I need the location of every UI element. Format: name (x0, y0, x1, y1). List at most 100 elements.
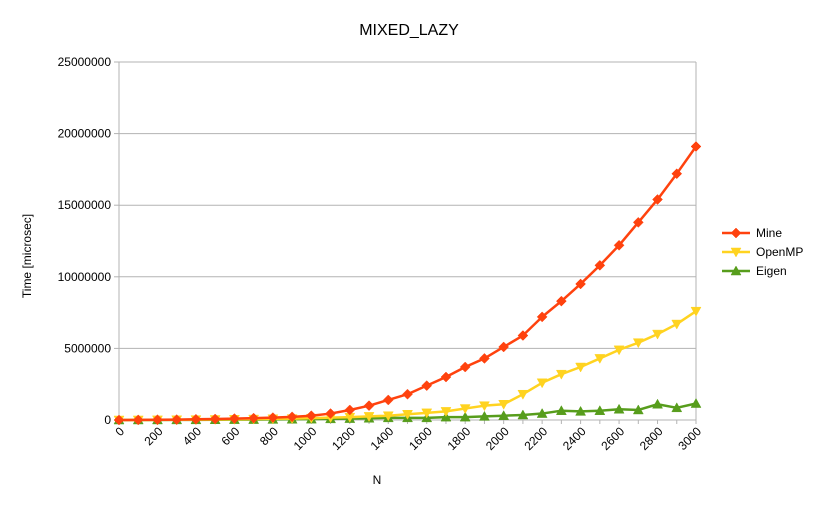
series-group (113, 141, 702, 426)
data-point-eigen (479, 410, 490, 421)
data-point-eigen (517, 409, 529, 420)
y-tick-label: 0 (104, 413, 111, 427)
y-tick-label: 15000000 (58, 198, 112, 212)
data-point-mine (325, 408, 336, 419)
data-point-openmp (652, 329, 663, 340)
data-point-mine (556, 295, 567, 307)
y-tick-label: 5000000 (64, 341, 111, 355)
data-point-openmp (632, 338, 644, 349)
data-point-eigen (575, 405, 587, 416)
y-axis-label: Time [microsec] (20, 214, 34, 298)
data-point-openmp (402, 410, 413, 420)
data-point-eigen (459, 411, 471, 422)
legend: Mine OpenMP Eigen (722, 226, 803, 278)
data-point-openmp (479, 401, 490, 412)
data-point-mine (363, 400, 375, 412)
data-point-openmp (440, 407, 452, 417)
x-tick-label: 2600 (598, 424, 627, 453)
x-tick-label: 800 (257, 424, 281, 448)
data-point-mine (575, 278, 586, 290)
data-point-eigen (671, 402, 683, 413)
x-tick-label: 1200 (329, 424, 358, 453)
data-point-mine (690, 141, 702, 152)
data-point-mine (229, 413, 240, 424)
y-tick-label: 20000000 (58, 127, 112, 141)
x-tick-label: 2200 (521, 424, 550, 453)
x-axis-ticks: 0 200 400 600 800 1000 1200 1400 1600 1800 2000 220… (112, 420, 704, 453)
data-point-openmp (498, 399, 510, 410)
data-point-mine (344, 404, 356, 416)
x-tick-label: 1800 (445, 424, 474, 453)
data-point-eigen (594, 405, 606, 415)
y-tick-label: 10000000 (58, 270, 112, 284)
data-point-mine (152, 414, 163, 426)
y-axis-ticks: 0 5000000 10000000 15000000 20000000 25000000 (58, 55, 119, 427)
x-tick-label: 400 (180, 424, 204, 448)
x-axis-label: N (373, 473, 382, 487)
data-point-openmp (690, 306, 702, 317)
y-tick-label: 25000000 (58, 55, 112, 69)
x-tick-label: 1600 (406, 424, 435, 453)
data-point-mine (267, 412, 279, 423)
x-tick-label: 2000 (483, 424, 512, 453)
chart-title: MIXED_LAZY (359, 22, 459, 39)
data-point-mine (594, 259, 606, 271)
data-point-mine (171, 414, 183, 425)
data-point-eigen (690, 398, 702, 408)
data-point-mine (498, 341, 510, 353)
data-point-mine (190, 413, 202, 425)
data-point-mine (632, 217, 644, 228)
series-line-mine (118, 145, 698, 422)
data-point-eigen (498, 410, 510, 420)
x-tick-label: 600 (218, 424, 242, 448)
data-point-mine (479, 353, 490, 364)
data-point-eigen (536, 408, 548, 418)
legend-marker-eigen (730, 265, 742, 276)
series-line-openmp (118, 310, 697, 422)
axes (118, 62, 697, 425)
x-tick-label: 2400 (560, 424, 589, 453)
data-point-openmp (517, 389, 529, 400)
x-tick-label: 1000 (291, 424, 320, 453)
x-tick-label: 2800 (637, 424, 666, 453)
gridlines (119, 61, 696, 421)
data-point-mine (286, 411, 298, 423)
data-point-mine (421, 380, 433, 391)
data-point-mine (382, 394, 394, 406)
data-point-mine (613, 239, 625, 251)
data-point-openmp (613, 345, 625, 356)
data-point-mine (671, 168, 683, 180)
data-point-mine (440, 371, 452, 383)
data-point-mine (113, 414, 125, 426)
data-point-openmp (575, 362, 587, 373)
legend-marker-mine (730, 227, 742, 239)
data-point-openmp (382, 411, 394, 422)
data-point-mine (536, 311, 548, 323)
legend-label-mine: Mine (756, 226, 782, 240)
data-point-openmp (536, 378, 548, 389)
data-point-mine (248, 412, 259, 424)
data-point-mine (652, 194, 663, 205)
data-point-eigen (613, 403, 625, 414)
data-point-openmp (594, 354, 606, 364)
data-point-openmp (459, 404, 471, 415)
data-point-mine (209, 413, 221, 425)
data-point-eigen (555, 405, 567, 415)
data-point-eigen (632, 404, 644, 415)
data-point-mine (132, 414, 144, 426)
x-tick-label: 200 (142, 424, 166, 448)
legend-marker-openmp (730, 247, 742, 258)
x-tick-label: 0 (112, 424, 127, 439)
data-point-mine (402, 388, 413, 400)
legend-label-openmp: OpenMP (756, 245, 803, 259)
data-point-mine (305, 410, 317, 422)
data-point-openmp (671, 319, 683, 330)
data-point-eigen (652, 398, 663, 409)
data-point-openmp (421, 408, 433, 419)
data-point-openmp (555, 369, 567, 380)
data-point-openmp (363, 412, 375, 422)
data-point-mine (517, 330, 529, 341)
x-tick-label: 1400 (368, 424, 397, 453)
legend-label-eigen: Eigen (756, 264, 787, 278)
